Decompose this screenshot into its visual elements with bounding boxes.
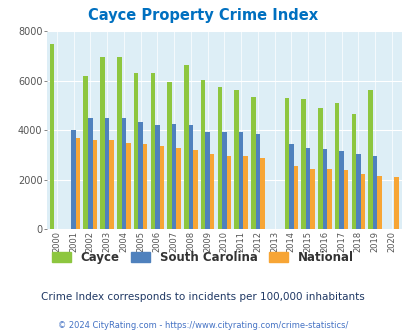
- Bar: [293, 166, 297, 229]
- Bar: [104, 118, 109, 229]
- Bar: [143, 144, 147, 229]
- Bar: [250, 97, 255, 229]
- Bar: [71, 130, 76, 229]
- Bar: [238, 132, 243, 229]
- Bar: [305, 148, 309, 229]
- Bar: [284, 98, 288, 229]
- Bar: [126, 143, 130, 229]
- Bar: [50, 44, 54, 229]
- Bar: [100, 57, 104, 229]
- Legend: Cayce, South Carolina, National: Cayce, South Carolina, National: [50, 248, 355, 266]
- Bar: [117, 57, 121, 229]
- Bar: [88, 118, 92, 229]
- Bar: [255, 134, 260, 229]
- Bar: [159, 147, 164, 229]
- Bar: [167, 82, 171, 229]
- Text: Cayce Property Crime Index: Cayce Property Crime Index: [88, 8, 317, 23]
- Bar: [339, 151, 343, 229]
- Bar: [367, 89, 372, 229]
- Bar: [176, 148, 180, 229]
- Bar: [351, 114, 355, 229]
- Bar: [309, 169, 314, 229]
- Bar: [183, 65, 188, 229]
- Text: © 2024 CityRating.com - https://www.cityrating.com/crime-statistics/: © 2024 CityRating.com - https://www.city…: [58, 321, 347, 330]
- Bar: [234, 89, 238, 229]
- Bar: [226, 156, 230, 229]
- Bar: [171, 124, 176, 229]
- Bar: [322, 149, 326, 229]
- Bar: [133, 73, 138, 229]
- Bar: [121, 118, 126, 229]
- Text: Crime Index corresponds to incidents per 100,000 inhabitants: Crime Index corresponds to incidents per…: [41, 292, 364, 302]
- Bar: [355, 154, 360, 229]
- Bar: [209, 154, 214, 229]
- Bar: [138, 122, 143, 229]
- Bar: [155, 125, 159, 229]
- Bar: [393, 178, 398, 229]
- Bar: [343, 170, 347, 229]
- Bar: [288, 144, 293, 229]
- Bar: [83, 76, 88, 229]
- Bar: [200, 80, 205, 229]
- Bar: [188, 125, 193, 229]
- Bar: [92, 140, 97, 229]
- Bar: [217, 87, 222, 229]
- Bar: [260, 157, 264, 229]
- Bar: [372, 156, 377, 229]
- Bar: [193, 150, 197, 229]
- Bar: [317, 108, 322, 229]
- Bar: [301, 99, 305, 229]
- Bar: [377, 176, 381, 229]
- Bar: [205, 132, 209, 229]
- Bar: [326, 169, 331, 229]
- Bar: [76, 138, 80, 229]
- Bar: [222, 132, 226, 229]
- Bar: [109, 140, 113, 229]
- Bar: [243, 156, 247, 229]
- Bar: [360, 174, 364, 229]
- Bar: [334, 103, 339, 229]
- Bar: [150, 73, 155, 229]
